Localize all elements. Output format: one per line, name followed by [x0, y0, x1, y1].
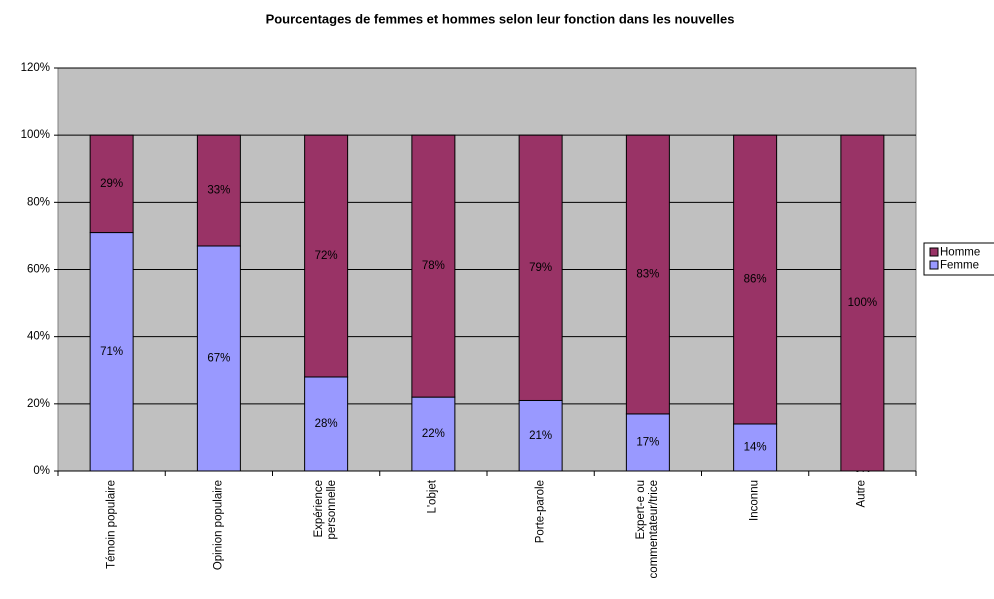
data-label: 67%	[207, 353, 230, 365]
bar-segment	[625, 134, 670, 415]
legend-swatch	[929, 260, 939, 270]
y-tick-label: 100%	[21, 129, 50, 141]
x-tick-label: Inconnu	[748, 480, 761, 521]
data-label: 29%	[100, 178, 123, 190]
x-tick-label: Porte-parole	[534, 480, 547, 544]
data-label: 78%	[422, 260, 445, 272]
data-label: 21%	[529, 430, 552, 442]
data-label: 86%	[744, 274, 767, 286]
bar-segment	[518, 399, 563, 472]
data-label: 100%	[848, 297, 877, 309]
y-tick-label: 120%	[21, 62, 50, 74]
x-tick-label: Témoin populaire	[105, 480, 118, 569]
data-label: 83%	[636, 269, 659, 281]
bar-segment	[304, 134, 349, 378]
bar-segment	[840, 134, 885, 472]
data-label: 14%	[744, 442, 767, 454]
y-tick-label: 0%	[33, 465, 50, 477]
bar-segment	[89, 134, 134, 234]
x-tick-label: Expérience personnelle	[313, 480, 339, 540]
data-label: 79%	[529, 262, 552, 274]
x-tick-label: Expert-e ou commentateur/trice	[634, 480, 660, 579]
bar-segment	[89, 232, 134, 472]
bar-segment	[411, 134, 456, 398]
bar-segment	[625, 413, 670, 472]
bar-segment	[518, 134, 563, 401]
y-tick-label: 40%	[27, 331, 50, 343]
bar-segment	[411, 396, 456, 472]
data-label: 17%	[636, 436, 659, 448]
legend-label: Femme	[940, 260, 979, 272]
bar-segment	[304, 376, 349, 472]
data-label: 72%	[315, 250, 338, 262]
y-tick-label: 80%	[27, 196, 50, 208]
x-tick-label: L'objet	[426, 480, 439, 514]
data-label: 28%	[315, 418, 338, 430]
x-tick-label: Autre	[855, 480, 868, 508]
data-label: 22%	[422, 428, 445, 440]
data-label: 33%	[207, 185, 230, 197]
legend-swatch	[929, 247, 939, 257]
legend-box	[923, 242, 994, 276]
bar-segment	[196, 134, 241, 247]
x-tick-label: Opinion populaire	[212, 480, 225, 571]
y-tick-label: 60%	[27, 264, 50, 276]
chart-title: Pourcentages de femmes et hommes selon l…	[266, 11, 735, 26]
legend-label: Homme	[940, 247, 980, 259]
y-tick-label: 20%	[27, 398, 50, 410]
bar-segment	[733, 134, 778, 425]
data-label: 71%	[100, 346, 123, 358]
